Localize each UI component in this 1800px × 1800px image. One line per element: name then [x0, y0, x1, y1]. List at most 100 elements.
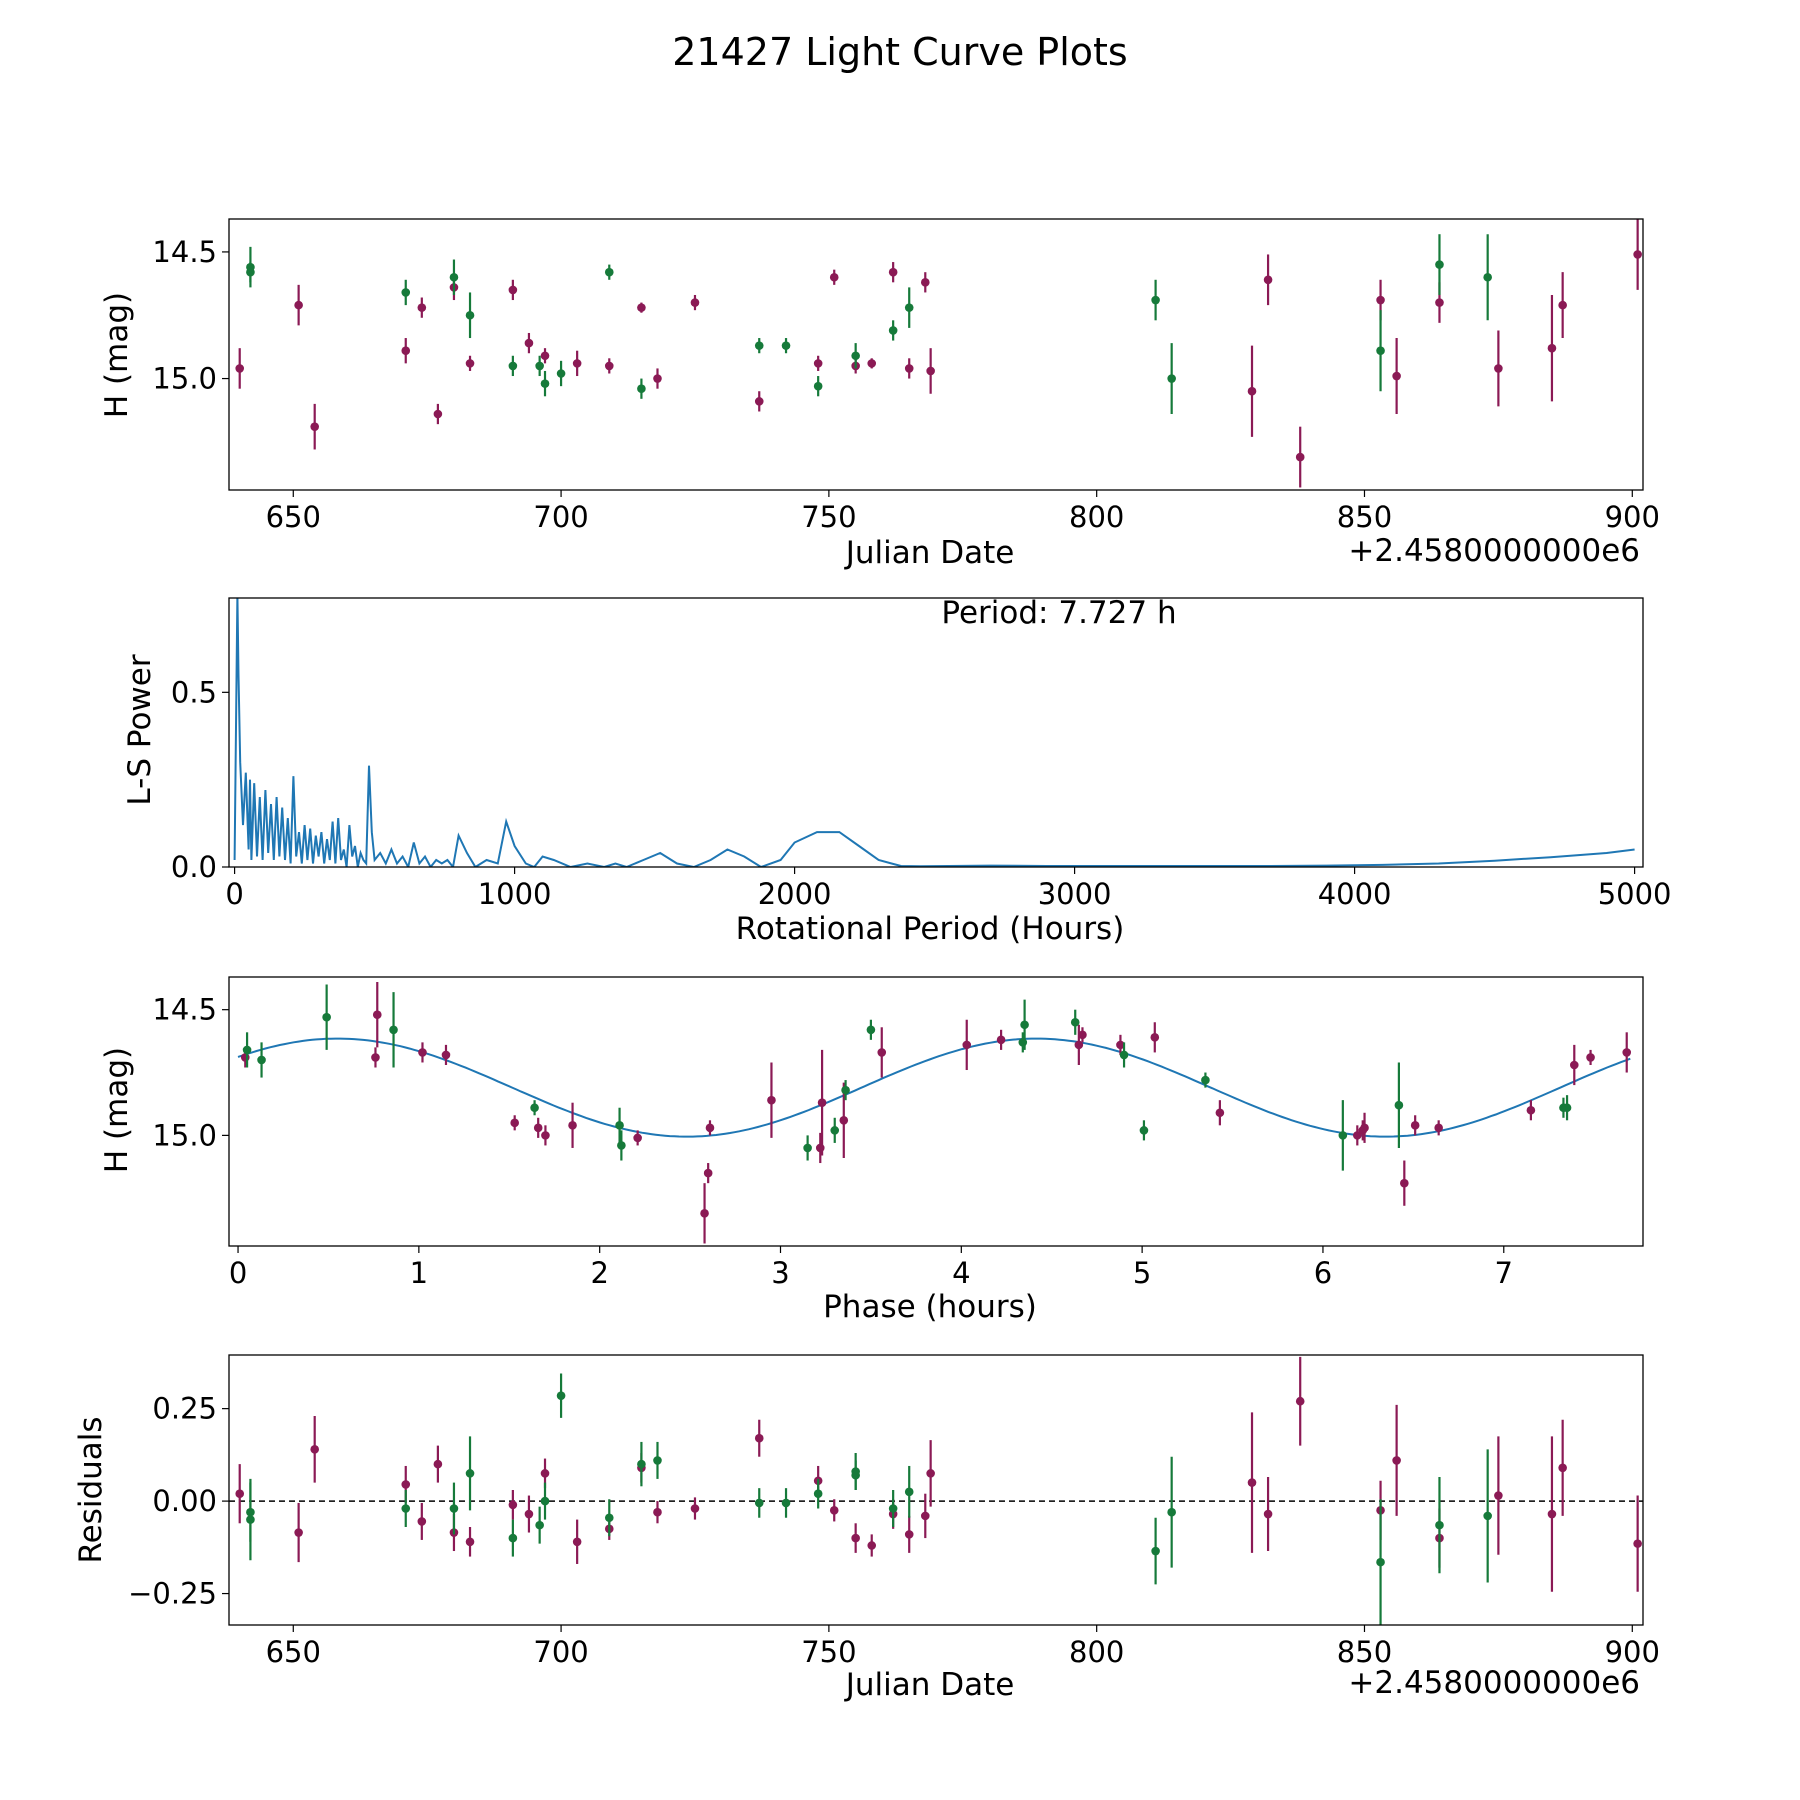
band-1-point: [1569, 1060, 1579, 1070]
band-1-point: [637, 303, 646, 312]
band-1-point: [1410, 1121, 1420, 1130]
band-1-point: [904, 364, 914, 373]
band-2-point: [637, 1459, 646, 1469]
band-2-point: [830, 1126, 840, 1135]
band-2-point: [781, 341, 791, 350]
band-1-point: [1494, 364, 1503, 373]
band-1-point: [1353, 1131, 1362, 1140]
panel4-xtick-label: 650: [266, 1635, 321, 1669]
band-1-point: [690, 298, 700, 307]
band-1-point: [401, 1480, 411, 1489]
panel2-ytick-label: 0.5: [171, 675, 217, 709]
band-2-point: [904, 303, 914, 312]
band-1-point: [705, 1123, 715, 1133]
band-2-point: [754, 1498, 764, 1508]
panel1-frame: [228, 218, 1644, 491]
band-2-point: [556, 1391, 566, 1400]
panel2-ylabel: L-S Power: [122, 654, 158, 805]
band-1-point: [294, 1528, 303, 1537]
panel1-xlabel: Julian Date: [844, 535, 1015, 571]
band-1-point: [1150, 1033, 1160, 1042]
panel4-offset-label: +2.4580000000e6: [1348, 1665, 1640, 1701]
band-1-point: [1400, 1178, 1409, 1188]
band-2-point: [1338, 1131, 1348, 1140]
phase-folded-panel: H (mag) Phase (hours) 0 1 2 3 4 5 6 7 15.0 14.5: [99, 976, 1644, 1325]
band-1-point: [1074, 1040, 1084, 1050]
band-1-point: [904, 1530, 914, 1539]
band-1-point: [604, 361, 614, 371]
band-2-point: [888, 1504, 898, 1513]
band-1-point: [962, 1040, 972, 1050]
band-1-point: [1263, 275, 1273, 285]
band-1-point: [653, 1507, 662, 1517]
panel2-xtick-label: 5000: [1598, 877, 1672, 911]
light-curve-panel: H (mag) Julian Date +2.4580000000e6 650 7…: [99, 218, 1660, 571]
panel1-plot-area: [235, 219, 1642, 488]
panel4-plot-area: [229, 1356, 1643, 1625]
band-2-point: [888, 326, 898, 335]
band-1-point: [240, 1053, 250, 1062]
band-2-point: [604, 267, 614, 277]
band-1-point: [540, 351, 550, 361]
band-2-point: [1151, 295, 1160, 305]
band-2-point: [540, 1496, 550, 1506]
panel1-xtick-label: 700: [533, 500, 588, 534]
band-1-point: [372, 1010, 382, 1020]
band-1-point: [1247, 386, 1257, 396]
panel4-xtick-label: 750: [801, 1635, 856, 1669]
band-1-point: [508, 1500, 518, 1510]
band-1-point: [1295, 452, 1305, 462]
panel2-plot-area: [233, 598, 1635, 867]
band-1-point: [235, 1489, 245, 1498]
band-1-point: [371, 1053, 380, 1062]
panel2-xtick-label: 2000: [758, 877, 832, 911]
band-1-point: [465, 359, 475, 368]
band-1-point: [465, 1537, 475, 1547]
band-1-point: [417, 1517, 427, 1526]
band-2-point: [781, 1498, 791, 1508]
band-1-point: [920, 278, 930, 287]
band-2-point: [242, 1045, 252, 1055]
band-1-point: [1215, 1108, 1225, 1118]
band-1-point: [1392, 371, 1401, 381]
band-1-point: [690, 1504, 700, 1513]
band-2-point: [615, 1121, 624, 1130]
band-2-point: [1483, 1511, 1492, 1521]
band-1-point: [540, 1469, 550, 1478]
band-2-point: [465, 1469, 475, 1478]
panel1-xtick-label: 850: [1337, 500, 1392, 534]
band-2-point: [508, 1533, 518, 1543]
panel3-ytick-label: 14.5: [152, 993, 217, 1027]
band-1-point: [524, 1509, 534, 1519]
panel4-xtick-label: 900: [1605, 1635, 1660, 1669]
band-1-point: [996, 1035, 1006, 1045]
band-2-point: [604, 1513, 614, 1523]
band-2-point: [540, 379, 550, 388]
periodogram-panel: L-S Power Rotational Period (Hours) Peri…: [122, 595, 1672, 947]
band-2-point: [535, 1520, 544, 1530]
band-2-point: [1376, 1557, 1385, 1567]
band-2-point: [1201, 1075, 1210, 1085]
panel4-xlabel: Julian Date: [844, 1667, 1015, 1703]
band-2-point: [1070, 1017, 1080, 1027]
panel2-xtick-label: 1000: [478, 877, 552, 911]
band-1-point: [633, 1133, 642, 1143]
band-1-point: [1078, 1030, 1087, 1040]
band-2-point: [246, 1515, 255, 1524]
band-1-point: [754, 1433, 764, 1443]
band-1-point: [700, 1209, 709, 1218]
band-1-point: [433, 1459, 443, 1469]
band-1-point: [1558, 1463, 1567, 1473]
band-2-point: [813, 381, 823, 391]
panel3-xtick-label: 2: [590, 1256, 608, 1290]
band-2-point: [530, 1103, 539, 1113]
panel3-xtick-label: 4: [952, 1256, 970, 1290]
band-2-point: [535, 361, 544, 371]
band-1-point: [1494, 1491, 1503, 1500]
band-2-point: [1167, 374, 1176, 383]
panel3-xtick-label: 5: [1133, 1256, 1151, 1290]
panel3-frame: [228, 976, 1644, 1247]
panel3-xtick-label: 7: [1495, 1256, 1513, 1290]
panel1-offset-label: +2.4580000000e6: [1348, 533, 1640, 569]
